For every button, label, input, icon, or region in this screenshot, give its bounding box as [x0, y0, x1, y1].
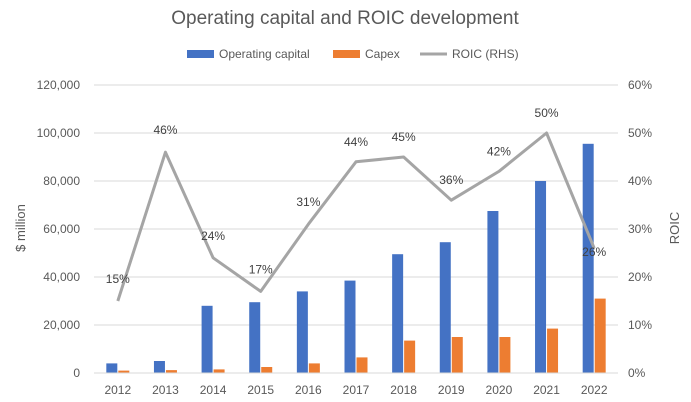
roic-data-label: 42%: [487, 144, 511, 158]
legend-swatch-operating-capital: [187, 50, 214, 58]
roic-data-label: 26%: [582, 245, 606, 259]
x-tick-label: 2012: [104, 383, 131, 397]
bar-capex: [356, 357, 368, 373]
bar-operating-capital: [582, 143, 594, 373]
y-tick-left: 20,000: [43, 318, 80, 332]
roic-data-label: 50%: [535, 106, 559, 120]
legend-label-roic: ROIC (RHS): [452, 47, 519, 61]
y-tick-right: 50%: [628, 126, 652, 140]
y-tick-left: 80,000: [43, 174, 80, 188]
y-tick-left: 100,000: [37, 126, 81, 140]
bar-capex: [165, 370, 177, 373]
y-tick-left: 0: [73, 366, 80, 380]
x-tick-label: 2021: [533, 383, 560, 397]
bar-capex: [118, 370, 130, 373]
bar-capex: [213, 369, 225, 373]
x-tick-label: 2018: [390, 383, 417, 397]
bars: [106, 143, 606, 373]
x-tick-label: 2014: [200, 383, 227, 397]
y-tick-left: 60,000: [43, 222, 80, 236]
bar-operating-capital: [535, 181, 547, 373]
bar-operating-capital: [439, 242, 451, 373]
bar-capex: [308, 363, 320, 373]
x-tick-label: 2017: [343, 383, 370, 397]
roic-data-label: 17%: [249, 262, 273, 276]
roic-data-label: 44%: [344, 135, 368, 149]
roic-data-label: 36%: [439, 173, 463, 187]
y-tick-right: 30%: [628, 222, 652, 236]
roic-data-labels: 15% 46% 24% 17% 31% 44% 45% 36% 42% 50% 26%: [106, 106, 607, 286]
y-axis-right-ticks: 0% 10% 20% 30% 40% 50% 60%: [628, 78, 652, 380]
bar-capex: [261, 367, 273, 373]
bar-operating-capital: [392, 254, 404, 373]
x-tick-label: 2019: [438, 383, 465, 397]
roic-data-label: 15%: [106, 272, 130, 286]
x-tick-label: 2020: [486, 383, 513, 397]
roic-data-label: 45%: [392, 130, 416, 144]
y-axis-label-right: ROIC: [667, 212, 682, 245]
gridlines: [94, 84, 618, 326]
y-tick-right: 0%: [628, 366, 646, 380]
bar-operating-capital: [106, 363, 118, 373]
chart-title: Operating capital and ROIC development: [171, 8, 519, 29]
y-tick-right: 60%: [628, 78, 652, 92]
bar-operating-capital: [201, 305, 213, 373]
x-tick-label: 2015: [247, 383, 274, 397]
x-tick-label: 2013: [152, 383, 179, 397]
roic-data-label: 24%: [201, 229, 225, 243]
roic-line-path: [116, 131, 596, 302]
legend-label-operating-capital: Operating capital: [219, 47, 310, 61]
bar-operating-capital: [249, 302, 261, 373]
bar-operating-capital: [344, 280, 356, 373]
legend: Operating capital Capex ROIC (RHS): [187, 47, 519, 61]
roic-data-label: 31%: [296, 195, 320, 209]
bar-capex: [451, 337, 463, 373]
y-tick-right: 10%: [628, 318, 652, 332]
bar-operating-capital: [296, 291, 308, 373]
bar-capex: [547, 328, 559, 373]
y-tick-right: 20%: [628, 270, 652, 284]
y-axis-label-left: $ million: [13, 204, 28, 252]
bar-capex: [499, 337, 511, 373]
legend-label-capex: Capex: [365, 47, 400, 61]
x-tick-label: 2016: [295, 383, 322, 397]
y-axis-left-ticks: 0 20,000 40,000 60,000 80,000 100,000 120,000: [37, 78, 81, 380]
y-tick-right: 40%: [628, 174, 652, 188]
bar-operating-capital: [487, 211, 499, 373]
x-tick-label: 2022: [581, 383, 608, 397]
bar-capex: [404, 340, 416, 373]
roic-data-label: 46%: [153, 123, 177, 137]
y-tick-left: 40,000: [43, 270, 80, 284]
bar-operating-capital: [153, 361, 165, 373]
x-axis-ticks: 2012 2013 2014 2015 2016 2017 2018 2019 2020 2021…: [104, 383, 607, 397]
roic-line: [116, 131, 596, 302]
bar-capex: [594, 298, 606, 373]
y-tick-left: 120,000: [37, 78, 81, 92]
legend-swatch-capex: [333, 50, 360, 58]
